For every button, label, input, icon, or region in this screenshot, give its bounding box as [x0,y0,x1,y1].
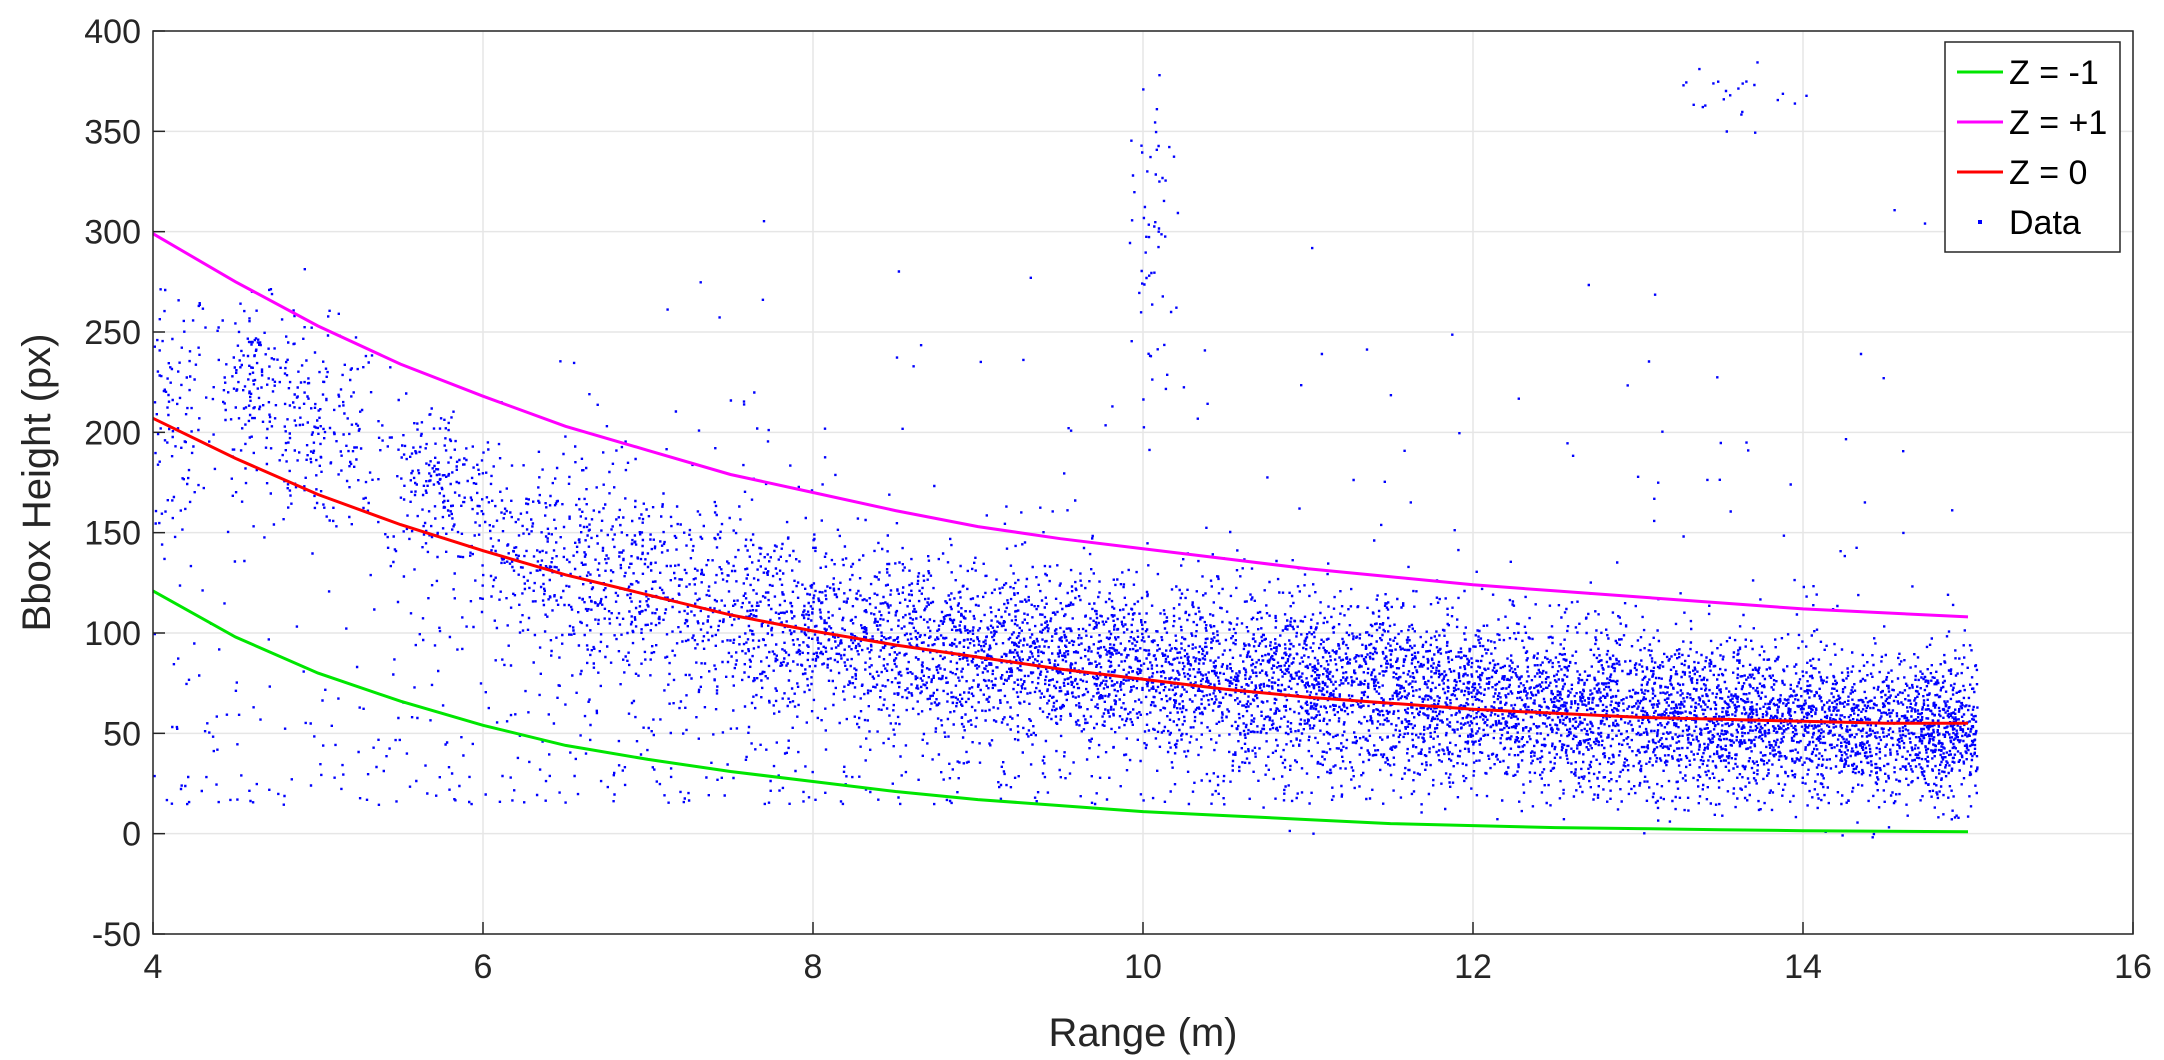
x-tick-label: 12 [1454,948,1492,986]
line-layer [152,232,1969,834]
x-tick-label: 4 [144,948,163,986]
series-line [152,416,1968,725]
y-tick-label: 400 [84,13,141,51]
y-tick-label: 350 [84,113,141,151]
data-points [153,61,1979,839]
x-axis-label: Range (m) [1049,1011,1238,1055]
y-tick-label: 100 [84,615,141,653]
y-axis-label: Bbox Height (px) [15,334,59,632]
x-tick-label: 8 [804,948,823,986]
y-tick-label: 150 [84,515,141,553]
x-tick-label: 16 [2114,948,2152,986]
legend-swatch [1978,220,1982,224]
legend-label: Z = -1 [2009,54,2099,92]
series-line [152,589,1969,834]
x-tick-label: 14 [1784,948,1822,986]
legend-label: Z = 0 [2009,154,2087,192]
x-tick-label: 10 [1124,948,1162,986]
x-tick-label: 6 [474,948,493,986]
legend-label: Z = +1 [2009,104,2107,142]
grid-layer [152,30,2134,935]
y-tick-label: 50 [103,715,141,753]
y-tick-label: 300 [84,214,141,252]
axes-layer: 4 6 8 10 12 14 16 -50 0 50 100 150 200 250 300 350 400 [84,13,2152,986]
legend-box [1944,41,2121,253]
scatter-layer [153,61,1979,839]
y-tick-label: 200 [84,414,141,452]
y-tick-label: 0 [122,816,141,854]
y-tick-label: 250 [84,314,141,352]
series-line [152,232,1969,619]
legend: Z = -1 Z = +1 Z = 0 Data [1944,41,2121,253]
legend-label: Data [2009,204,2081,242]
y-tick-label: -50 [92,916,141,954]
